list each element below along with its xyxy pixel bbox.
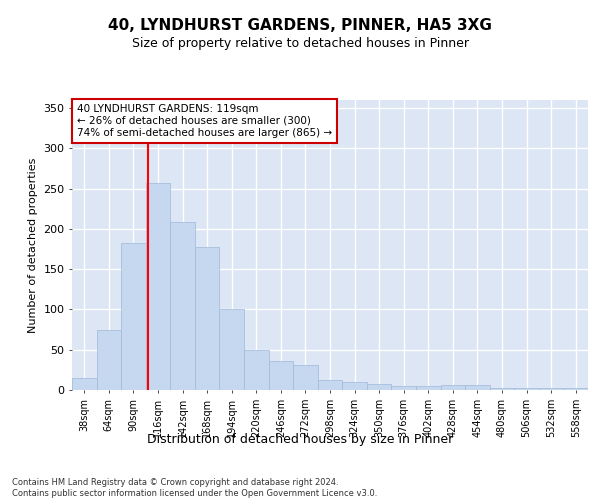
Bar (563, 388, 588, 390)
Bar (146, 183, 170, 390)
Bar (121, 242, 146, 390)
Bar (440, 385, 465, 390)
Bar (465, 385, 490, 390)
Bar (391, 386, 416, 390)
Bar (490, 388, 514, 390)
Y-axis label: Number of detached properties: Number of detached properties (28, 158, 38, 332)
Bar (269, 361, 293, 390)
Bar (97, 330, 121, 390)
Bar (539, 388, 563, 390)
Bar (367, 384, 391, 390)
Bar (514, 388, 539, 390)
Bar (318, 380, 342, 390)
Text: Distribution of detached houses by size in Pinner: Distribution of detached houses by size … (147, 432, 453, 446)
Bar (72, 378, 97, 390)
Bar (170, 222, 195, 390)
Bar (416, 386, 440, 390)
Text: Contains HM Land Registry data © Crown copyright and database right 2024.
Contai: Contains HM Land Registry data © Crown c… (12, 478, 377, 498)
Text: 40, LYNDHURST GARDENS, PINNER, HA5 3XG: 40, LYNDHURST GARDENS, PINNER, HA5 3XG (108, 18, 492, 32)
Text: Size of property relative to detached houses in Pinner: Size of property relative to detached ho… (131, 38, 469, 51)
Bar (244, 350, 269, 390)
Bar (220, 310, 244, 390)
Bar (342, 382, 367, 390)
Bar (195, 246, 220, 390)
Text: 40 LYNDHURST GARDENS: 119sqm
← 26% of detached houses are smaller (300)
74% of s: 40 LYNDHURST GARDENS: 119sqm ← 26% of de… (77, 104, 332, 138)
Bar (293, 365, 318, 390)
